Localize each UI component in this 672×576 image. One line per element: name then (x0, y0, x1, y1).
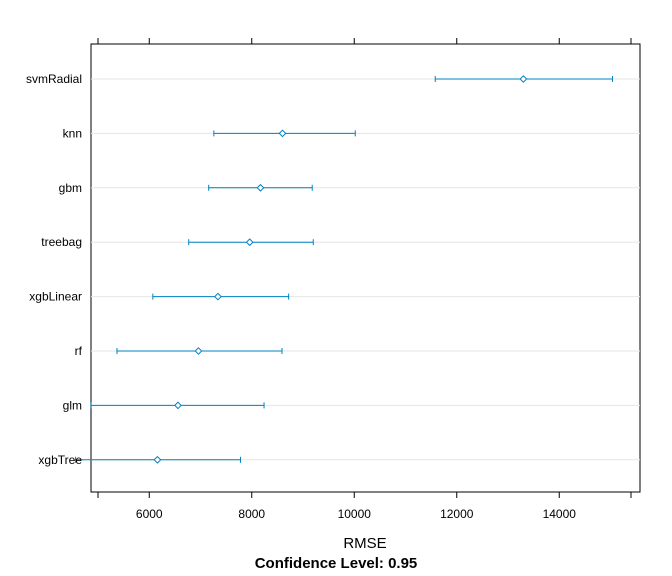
category-label-xgbLinear: xgbLinear (29, 290, 82, 304)
estimate-point-svmRadial (519, 75, 528, 83)
category-labels: svmRadial knn gbm treebag xgbLinear rf glm xgbT… (26, 72, 83, 467)
x-axis-title: RMSE (343, 535, 386, 552)
estimate-point-xgbLinear (214, 292, 222, 301)
estimate-point-gbm (256, 183, 265, 192)
chart-subtitle: Confidence Level: 0.95 (255, 555, 418, 572)
x-tick-label-10000: 10000 (338, 507, 372, 521)
estimate-point-glm (174, 401, 182, 410)
category-label-glm: glm (63, 398, 82, 412)
category-label-gbm: gbm (59, 181, 82, 195)
x-tick-label-14000: 14000 (543, 507, 577, 521)
category-label-rf: rf (75, 344, 83, 358)
estimate-point-xgbTree (153, 455, 162, 464)
estimate-point-treebag (245, 238, 254, 247)
category-label-knn: knn (63, 126, 82, 140)
category-label-treebag: treebag (41, 235, 82, 249)
category-label-xgbTree: xgbTree (38, 453, 82, 467)
estimate-point-rf (194, 347, 203, 355)
x-tick-label-6000: 6000 (136, 507, 163, 521)
x-tick-label-8000: 8000 (238, 507, 265, 521)
interval-series (74, 75, 614, 464)
grid-lines (91, 78, 640, 461)
category-label-svmRadial: svmRadial (26, 72, 82, 86)
axis-ticks (97, 38, 632, 498)
estimate-point-knn (278, 129, 287, 138)
x-tick-label-12000: 12000 (440, 507, 474, 521)
plot-frame (90, 43, 641, 493)
x-tick-labels: 6000 8000 10000 12000 14000 (136, 507, 576, 521)
